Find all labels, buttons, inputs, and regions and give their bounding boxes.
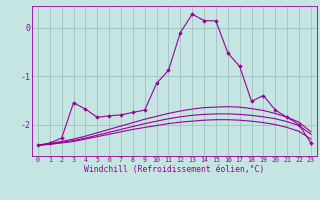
X-axis label: Windchill (Refroidissement éolien,°C): Windchill (Refroidissement éolien,°C) bbox=[84, 165, 265, 174]
